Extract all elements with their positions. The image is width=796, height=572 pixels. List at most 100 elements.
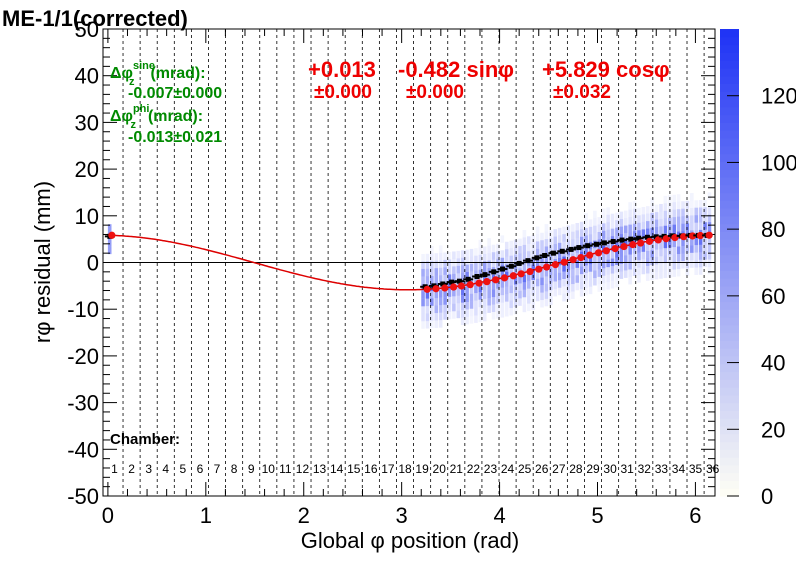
heatmap-cell [566, 292, 571, 301]
heatmap-cell [504, 241, 509, 250]
heatmap-cell [518, 283, 522, 291]
heatmap-cell [430, 268, 434, 276]
fit-marker [108, 231, 116, 239]
colorbar-segment [720, 106, 739, 116]
colorbar-segment [720, 200, 739, 209]
chamber-number: 25 [518, 462, 532, 476]
fit-marker [662, 235, 670, 243]
profile-marker [559, 248, 565, 254]
heatmap-cell [500, 257, 505, 266]
chamber-number: 9 [248, 462, 255, 476]
heatmap-cell [588, 279, 593, 287]
heatmap-cell [703, 252, 707, 260]
heatmap-cell [562, 278, 566, 287]
heatmap-cell [606, 252, 610, 260]
heatmap-cell [460, 287, 465, 296]
heatmap-cell [694, 245, 699, 253]
heatmap-cell [509, 308, 513, 316]
colorbar-segment [720, 441, 739, 450]
heatmap-cell [487, 283, 491, 291]
colorbar-segment [720, 145, 739, 155]
heatmap-cell [535, 241, 540, 249]
heatmap-cell [465, 286, 469, 295]
heatmap-cell [623, 218, 628, 226]
heatmap-cell [676, 268, 681, 277]
heatmap-cell [690, 200, 694, 209]
heatmap-cell [637, 222, 641, 231]
colorbar-segment [720, 153, 739, 162]
heatmap-cell [707, 259, 712, 267]
heatmap-cell [707, 192, 712, 200]
chamber-number: 35 [689, 462, 703, 476]
colorbar-tick-label: 100 [761, 150, 796, 175]
heatmap-cell [553, 229, 558, 237]
heatmap-cell [549, 260, 553, 268]
heatmap-cell [535, 293, 540, 302]
heatmap-cell [606, 259, 610, 268]
heatmap-cell [703, 207, 707, 215]
heatmap-cell [478, 247, 483, 255]
heatmap-cell [672, 261, 677, 270]
chamber-number: 11 [279, 462, 292, 476]
heatmap-cell [447, 311, 452, 320]
heatmap-cell [562, 286, 566, 294]
heatmap-cell [623, 210, 628, 219]
x-tick-label: 5 [591, 503, 603, 528]
heatmap-cell [601, 230, 606, 239]
heatmap-cell [478, 314, 483, 323]
heatmap-cell [496, 303, 500, 312]
colorbar-segment [720, 433, 739, 443]
heatmap-cell [676, 201, 681, 210]
fit-marker [705, 231, 713, 239]
heatmap-cell [443, 274, 447, 283]
heatmap-cell [460, 250, 465, 258]
heatmap-cell [465, 316, 469, 325]
heatmap-cell [469, 286, 474, 294]
heatmap-cell [654, 264, 659, 272]
heatmap-cell [487, 305, 491, 313]
heatmap-cell [540, 262, 544, 271]
colorbar-segment [720, 379, 739, 388]
profile-marker [449, 279, 455, 285]
heatmap-cell [465, 249, 469, 258]
chamber-number: 18 [398, 462, 412, 476]
heatmap-cell [606, 207, 610, 215]
chamber-number: 28 [569, 462, 583, 476]
heatmap-cell [584, 280, 588, 288]
profile-marker [550, 250, 556, 256]
colorbar-tick-label: 0 [761, 484, 773, 509]
heatmap-cell [526, 281, 531, 289]
heatmap-cell [496, 251, 500, 259]
heatmap-cell [694, 267, 699, 275]
heatmap-cell [637, 275, 641, 283]
heatmap-cell [628, 232, 632, 240]
heatmap-cell [421, 321, 425, 329]
heatmap-cell [482, 246, 487, 255]
heatmap-cell [685, 200, 690, 209]
colorbar-tick-label: 80 [761, 217, 785, 242]
heatmap-cell [641, 221, 646, 230]
heatmap-cell [645, 250, 650, 259]
colorbar-segment [720, 29, 739, 38]
heatmap-cell [518, 246, 522, 254]
chamber-number: 10 [262, 462, 276, 476]
heatmap-cell [474, 315, 478, 323]
heatmap-cell [522, 289, 527, 298]
heatmap-cell [522, 229, 527, 238]
heatmap-cell [540, 285, 544, 293]
heatmap-cell [549, 230, 553, 238]
heatmap-cell [672, 202, 677, 210]
heatmap-cell [663, 270, 668, 279]
heatmap-cell [557, 235, 562, 243]
heatmap-cell [619, 271, 624, 279]
heatmap-cell [619, 263, 624, 272]
heatmap-cell [703, 222, 707, 230]
fit-marker [671, 234, 679, 242]
heatmap-cell [491, 311, 496, 320]
heatmap-cell [672, 239, 677, 248]
heatmap-cell [667, 202, 672, 211]
heatmap-cell [540, 247, 544, 256]
heatmap-cell [535, 233, 540, 242]
heatmap-cell [690, 193, 694, 201]
colorbar-segment [720, 363, 739, 373]
